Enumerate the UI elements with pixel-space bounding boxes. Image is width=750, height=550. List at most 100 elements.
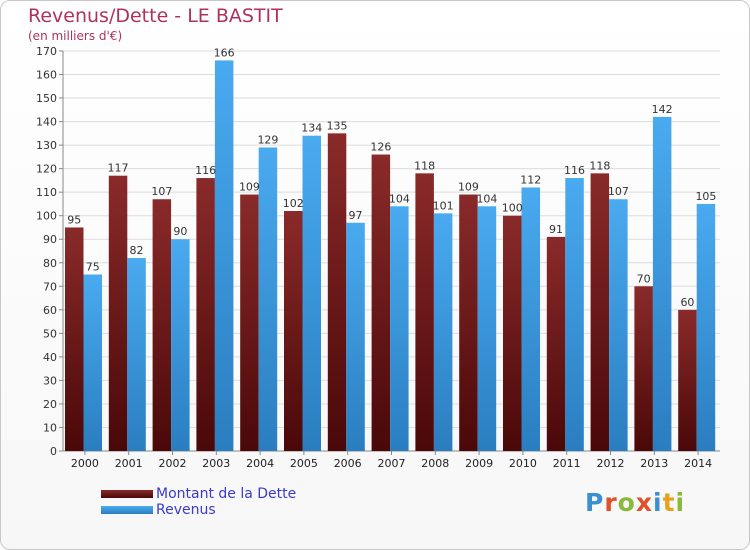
x-tick-label: 2011 <box>553 457 581 470</box>
x-tick-label: 2008 <box>421 457 449 470</box>
logo-letter: P <box>585 488 605 517</box>
bar-debt <box>590 173 610 451</box>
data-label: 95 <box>67 213 81 226</box>
chart-subtitle: (en milliers d'€) <box>28 29 123 43</box>
x-tick-label: 2007 <box>378 457 406 470</box>
data-label: 107 <box>151 185 172 198</box>
bar-debt <box>415 173 434 451</box>
proxiti-logo: Proxiti <box>585 488 685 517</box>
y-tick-label: 70 <box>43 280 57 293</box>
bar-debt <box>240 194 259 451</box>
bar-revenue <box>83 274 102 451</box>
y-tick-label: 20 <box>43 398 57 411</box>
y-tick-label: 120 <box>36 163 57 176</box>
data-label: 90 <box>173 225 187 238</box>
y-tick-label: 110 <box>36 186 57 199</box>
y-tick-label: 130 <box>36 139 57 152</box>
data-label: 104 <box>389 192 410 205</box>
data-label: 101 <box>433 199 454 212</box>
data-label: 142 <box>652 103 673 116</box>
bar-revenue <box>565 178 584 451</box>
bar-revenue <box>609 199 628 451</box>
logo-letter: o <box>617 488 636 517</box>
data-label: 116 <box>564 164 585 177</box>
data-label: 104 <box>476 192 497 205</box>
data-label: 118 <box>589 159 610 172</box>
data-label: 134 <box>301 122 322 135</box>
x-tick-label: 2012 <box>597 457 625 470</box>
x-tick-label: 2013 <box>640 457 668 470</box>
x-tick-label: 2002 <box>159 457 187 470</box>
data-label: 75 <box>86 261 100 274</box>
y-tick-label: 0 <box>50 445 57 458</box>
data-label: 91 <box>549 223 563 236</box>
bar-debt <box>152 199 172 451</box>
x-tick-label: 2004 <box>246 457 274 470</box>
bar-debt <box>678 309 697 451</box>
data-label: 118 <box>414 159 435 172</box>
data-label: 102 <box>283 197 304 210</box>
y-tick-label: 90 <box>43 233 57 246</box>
x-tick-label: 2006 <box>334 457 362 470</box>
x-tick-label: 2005 <box>290 457 318 470</box>
bar-revenue <box>433 213 453 451</box>
y-tick-label: 150 <box>36 92 57 105</box>
logo-letter: x <box>635 488 653 517</box>
bar-debt <box>546 236 566 451</box>
bar-debt <box>459 194 478 451</box>
y-tick-label: 30 <box>43 374 57 387</box>
x-tick-label: 2003 <box>202 457 230 470</box>
x-tick-label: 2014 <box>684 457 712 470</box>
data-label: 109 <box>239 181 260 194</box>
bar-debt <box>634 286 653 451</box>
y-tick-label: 50 <box>43 327 57 340</box>
data-label: 97 <box>349 209 363 222</box>
legend-label-revenue: Revenus <box>156 502 216 518</box>
bar-debt <box>371 154 391 451</box>
data-label: 116 <box>195 164 216 177</box>
x-tick-label: 2009 <box>465 457 493 470</box>
bar-revenue <box>258 147 278 451</box>
x-tick-label: 2010 <box>509 457 537 470</box>
y-tick-label: 140 <box>36 116 57 129</box>
data-label: 70 <box>637 272 651 285</box>
bar-revenue <box>346 222 365 451</box>
bar-debt <box>196 178 215 451</box>
y-tick-label: 160 <box>36 69 57 82</box>
y-tick-label: 10 <box>43 421 57 434</box>
legend-swatch-revenue <box>101 506 153 514</box>
data-label: 105 <box>695 190 716 203</box>
bar-debt <box>503 215 522 451</box>
bar-debt <box>284 211 303 451</box>
bar-revenue <box>521 187 540 451</box>
data-label: 117 <box>108 162 129 175</box>
legend-swatch-debt <box>101 490 153 498</box>
data-label: 107 <box>608 185 629 198</box>
bar-debt <box>65 227 84 451</box>
logo-letter: r <box>604 488 618 517</box>
data-label: 109 <box>458 181 479 194</box>
y-tick-label: 100 <box>36 210 57 223</box>
data-label: 112 <box>520 173 541 186</box>
bar-debt <box>108 175 128 452</box>
logo-letter: i <box>653 488 663 517</box>
chart-title: Revenus/Dette - LE BASTIT <box>28 5 283 27</box>
bar-revenue <box>214 60 234 451</box>
bar-revenue <box>127 258 146 451</box>
bar-revenue <box>477 206 497 451</box>
legend-label-debt: Montant de la Dette <box>156 486 297 502</box>
data-label: 82 <box>130 244 144 257</box>
y-tick-label: 60 <box>43 304 57 317</box>
logo-letter: t <box>662 488 676 517</box>
data-label: 129 <box>257 133 278 146</box>
data-label: 166 <box>214 46 235 59</box>
bar-revenue <box>390 206 409 451</box>
x-tick-label: 2001 <box>115 457 143 470</box>
x-tick-label: 2000 <box>71 457 99 470</box>
bar-revenue <box>652 116 672 451</box>
bar-debt <box>327 133 347 451</box>
logo-letter: i <box>675 488 686 517</box>
data-label: 100 <box>502 202 523 215</box>
